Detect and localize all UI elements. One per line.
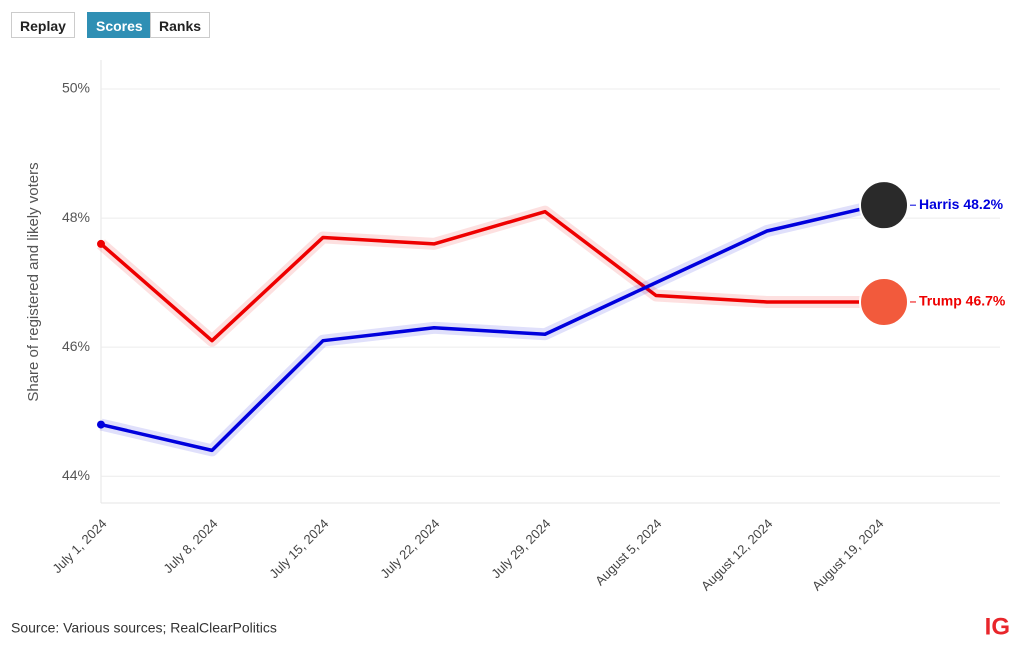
y-tick-label: 44% bbox=[62, 467, 90, 483]
series-line bbox=[100, 203, 879, 453]
logo: IG bbox=[985, 613, 1010, 640]
y-tick-label: 46% bbox=[62, 338, 90, 354]
end-label: Trump 46.7% bbox=[919, 293, 1006, 309]
x-tick-label: July 29, 2024 bbox=[488, 516, 553, 581]
avatar bbox=[859, 180, 909, 231]
x-tick-label: July 22, 2024 bbox=[377, 516, 442, 581]
start-point bbox=[97, 420, 105, 429]
y-tick-label: 48% bbox=[62, 209, 90, 225]
y-tick-label: 50% bbox=[62, 80, 90, 96]
x-tick-label: July 1, 2024 bbox=[49, 516, 109, 576]
end-label: Harris 48.2% bbox=[919, 196, 1004, 212]
x-tick-label: August 12, 2024 bbox=[698, 516, 776, 594]
y-axis-label: Share of registered and likely voters bbox=[25, 162, 42, 401]
ranks-button[interactable]: Ranks bbox=[150, 12, 211, 38]
replay-button[interactable]: Replay bbox=[11, 12, 75, 38]
series-line bbox=[99, 209, 878, 343]
scores-button[interactable]: Scores bbox=[87, 12, 152, 38]
start-point bbox=[97, 239, 105, 248]
source: Source: Various sources; RealClearPoliti… bbox=[11, 620, 277, 636]
x-tick-label: August 5, 2024 bbox=[592, 516, 664, 588]
avatar bbox=[859, 276, 909, 327]
x-tick-label: July 8, 2024 bbox=[160, 516, 220, 576]
x-tick-label: August 19, 2024 bbox=[809, 516, 887, 594]
x-tick-label: July 15, 2024 bbox=[266, 516, 331, 581]
